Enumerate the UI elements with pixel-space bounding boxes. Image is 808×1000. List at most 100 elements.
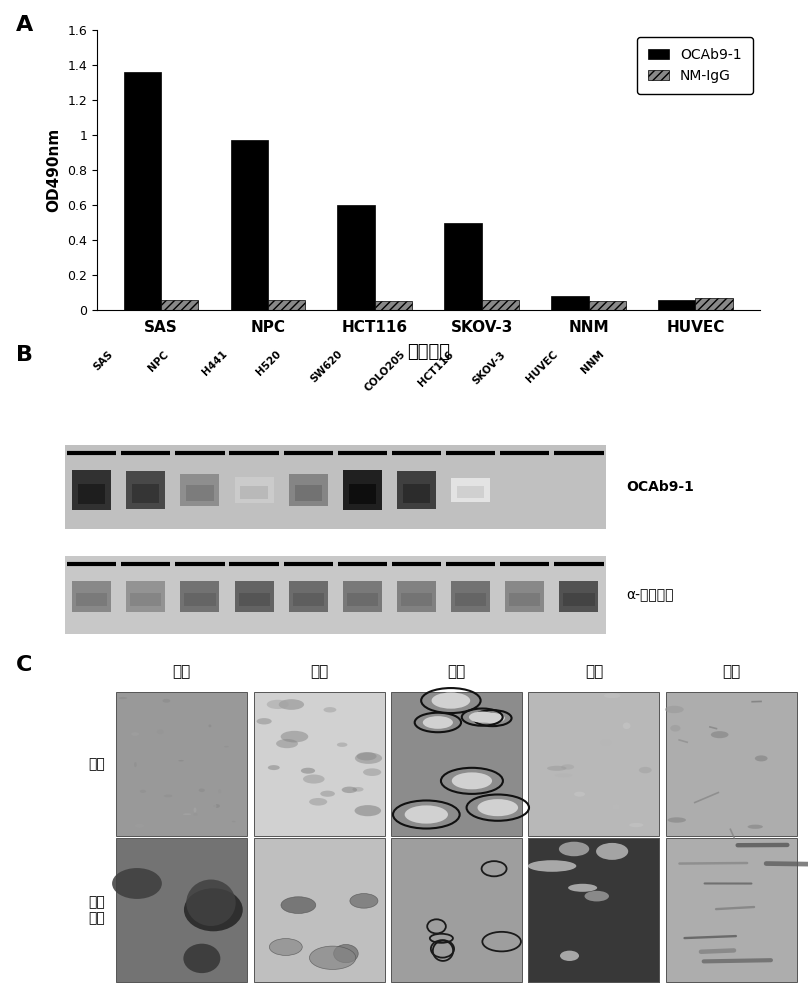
Bar	[288, 581, 328, 612]
Bar	[397, 581, 436, 612]
Ellipse shape	[186, 880, 236, 926]
Text: 口腔: 口腔	[173, 665, 191, 680]
Bar	[238, 593, 270, 606]
Text: OCAb9-1: OCAb9-1	[626, 480, 694, 494]
Bar	[559, 581, 599, 612]
Bar	[130, 593, 162, 606]
Ellipse shape	[629, 823, 643, 827]
Bar	[696, 298, 733, 310]
Ellipse shape	[193, 813, 198, 816]
Ellipse shape	[665, 706, 684, 713]
Bar	[391, 838, 522, 982]
Ellipse shape	[528, 860, 576, 872]
Circle shape	[337, 742, 347, 747]
Ellipse shape	[224, 746, 229, 747]
Bar	[124, 72, 161, 310]
Text: HUVEC: HUVEC	[525, 349, 560, 384]
Circle shape	[268, 765, 280, 770]
Bar	[391, 692, 522, 836]
Bar	[234, 581, 274, 612]
Bar	[230, 140, 268, 310]
Ellipse shape	[667, 817, 686, 823]
Text: 惶性
肿瘷: 惶性 肿瘷	[88, 895, 105, 925]
Ellipse shape	[623, 722, 630, 729]
Circle shape	[280, 731, 309, 742]
Bar	[65, 445, 606, 529]
Bar	[666, 838, 797, 982]
Ellipse shape	[112, 868, 162, 899]
Circle shape	[352, 787, 364, 792]
Ellipse shape	[604, 693, 621, 698]
Text: 子宫: 子宫	[722, 665, 740, 680]
Bar	[349, 484, 376, 504]
Ellipse shape	[184, 888, 242, 931]
Ellipse shape	[183, 944, 221, 973]
Bar	[588, 301, 626, 310]
Bar	[666, 692, 797, 836]
Bar	[397, 471, 436, 509]
Circle shape	[342, 787, 357, 793]
X-axis label: 癌细胞株: 癌细胞株	[406, 343, 450, 361]
Bar	[451, 581, 490, 612]
Ellipse shape	[559, 842, 589, 856]
Ellipse shape	[235, 723, 244, 728]
Ellipse shape	[162, 699, 170, 703]
Y-axis label: OD490nm: OD490nm	[47, 128, 61, 212]
Bar	[184, 593, 216, 606]
Ellipse shape	[755, 755, 768, 761]
Text: SKOV-3: SKOV-3	[470, 349, 507, 386]
Bar	[234, 477, 274, 503]
Ellipse shape	[584, 891, 609, 901]
Ellipse shape	[199, 788, 205, 792]
Circle shape	[469, 712, 495, 723]
Bar	[444, 223, 482, 310]
Text: COLO205: COLO205	[363, 349, 407, 394]
Circle shape	[309, 798, 327, 806]
Ellipse shape	[157, 729, 164, 734]
Text: H441: H441	[200, 349, 229, 378]
Circle shape	[478, 799, 518, 816]
Bar	[126, 471, 166, 509]
Bar	[78, 484, 105, 504]
Circle shape	[480, 713, 505, 723]
Bar	[455, 593, 486, 606]
Ellipse shape	[194, 807, 196, 813]
Ellipse shape	[135, 824, 144, 828]
Bar	[295, 485, 322, 501]
Ellipse shape	[547, 766, 566, 771]
Bar	[76, 593, 107, 606]
Bar	[187, 485, 213, 501]
Ellipse shape	[281, 897, 316, 913]
Bar	[241, 486, 267, 499]
Ellipse shape	[164, 795, 172, 797]
Text: 乳房: 乳房	[310, 665, 328, 680]
Text: HCT116: HCT116	[417, 349, 456, 388]
Bar	[451, 478, 490, 502]
Bar	[401, 593, 432, 606]
Circle shape	[405, 805, 448, 824]
Circle shape	[276, 739, 298, 748]
Bar	[268, 300, 305, 310]
Bar	[505, 581, 545, 612]
Circle shape	[431, 692, 470, 709]
Text: NPC: NPC	[145, 349, 170, 373]
Circle shape	[355, 752, 382, 764]
Text: H520: H520	[254, 349, 283, 378]
Bar	[292, 593, 324, 606]
Ellipse shape	[568, 884, 597, 892]
Bar	[180, 581, 220, 612]
Ellipse shape	[711, 731, 729, 738]
Text: 卵巢: 卵巢	[585, 665, 603, 680]
Ellipse shape	[554, 773, 573, 778]
Ellipse shape	[600, 739, 612, 746]
Circle shape	[323, 707, 336, 712]
Ellipse shape	[574, 792, 585, 797]
Bar	[133, 484, 159, 503]
Bar	[254, 692, 385, 836]
Bar	[288, 474, 328, 506]
Text: α-微管蛋白: α-微管蛋白	[626, 588, 674, 602]
Ellipse shape	[214, 804, 220, 808]
Ellipse shape	[119, 697, 127, 699]
Bar	[528, 838, 659, 982]
Text: A: A	[16, 15, 33, 35]
